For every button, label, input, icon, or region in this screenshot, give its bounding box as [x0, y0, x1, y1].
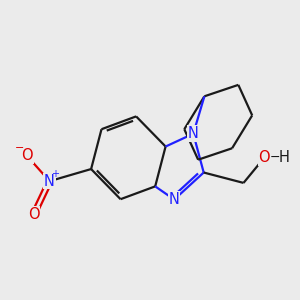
Text: H: H [279, 150, 290, 165]
Text: O: O [28, 207, 40, 222]
Text: −: − [270, 151, 280, 164]
Text: +: + [51, 169, 59, 178]
Text: N: N [188, 126, 199, 141]
Text: N: N [44, 174, 55, 189]
Text: −: − [15, 143, 24, 153]
Text: O: O [21, 148, 33, 164]
Text: N: N [169, 192, 180, 207]
Text: O: O [259, 150, 270, 165]
